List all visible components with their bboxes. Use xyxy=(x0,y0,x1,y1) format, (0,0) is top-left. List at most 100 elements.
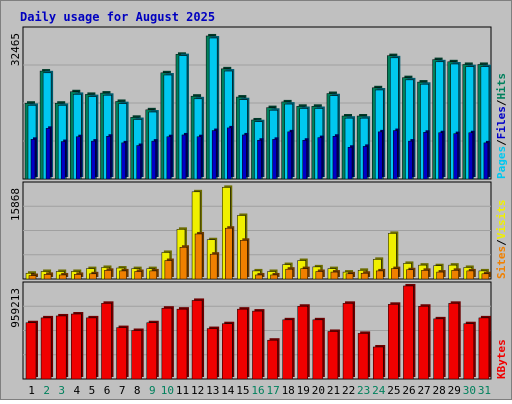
kbytes-bar xyxy=(372,346,384,380)
pages-bar xyxy=(317,137,323,180)
sites-bar xyxy=(164,260,173,280)
pages-bar xyxy=(423,132,428,180)
legend-hits: Hits xyxy=(495,73,508,100)
sites-bar xyxy=(451,270,459,280)
sites-bar xyxy=(149,270,158,280)
sites-bar xyxy=(104,270,112,280)
kbytes-bar xyxy=(252,310,263,380)
pages-bar xyxy=(151,140,157,180)
sites-bar xyxy=(315,271,324,280)
pages-bar xyxy=(76,136,81,180)
kbytes-bar xyxy=(237,308,248,380)
sites-bar xyxy=(58,274,67,280)
pages-bar xyxy=(483,142,489,180)
kbytes-bar xyxy=(191,300,203,380)
kbytes-bar xyxy=(267,339,278,380)
pages-bar xyxy=(393,130,398,180)
sites-bar xyxy=(436,271,444,280)
x-tick-label: 12 xyxy=(191,384,204,397)
kbytes-bar xyxy=(312,319,324,380)
x-tick-label: 20 xyxy=(312,384,325,397)
sites-bar xyxy=(134,271,142,280)
sites-bar xyxy=(179,246,188,280)
pages-bar xyxy=(347,147,353,180)
x-tick-label: 13 xyxy=(206,384,219,397)
legend-pages: Pages xyxy=(495,146,508,179)
pages-bar xyxy=(362,146,368,180)
kbytes-bar xyxy=(327,331,339,380)
pages-bar xyxy=(211,130,217,180)
kbytes-bar xyxy=(71,313,82,380)
sites-bar xyxy=(270,274,278,280)
pages-bar xyxy=(45,128,51,180)
x-tick-label: 8 xyxy=(134,384,141,397)
kbytes-bar xyxy=(478,317,490,380)
kbytes-bar xyxy=(448,303,459,380)
pages-bar xyxy=(30,139,36,180)
pages-bar xyxy=(302,139,307,180)
sites-bar xyxy=(74,274,82,280)
legend-kbytes: KBytes xyxy=(495,339,508,379)
sites-bar xyxy=(255,274,263,280)
x-tick-label: 1 xyxy=(28,384,35,397)
x-tick-label: 17 xyxy=(266,384,279,397)
sites-bar xyxy=(28,275,37,280)
sites-bar xyxy=(300,268,308,280)
sites-bar xyxy=(345,273,354,280)
kbytes-bar xyxy=(463,323,475,380)
pages-bar xyxy=(332,136,338,180)
kbytes-bar xyxy=(418,306,429,380)
x-tick-label: 15 xyxy=(236,384,249,397)
x-tick-label: 14 xyxy=(221,384,235,397)
legend-visits: Visits xyxy=(495,200,508,240)
kbytes-bar xyxy=(131,330,142,380)
kbytes-bar xyxy=(146,322,158,380)
legend-sites: Sites xyxy=(495,246,508,279)
kbytes-bar xyxy=(282,319,293,380)
sites-bar xyxy=(466,270,475,280)
x-tick-label: 26 xyxy=(402,384,415,397)
pages-bar xyxy=(121,142,126,180)
pages-bar xyxy=(257,139,262,180)
legend-separator: / xyxy=(495,139,508,146)
sites-bar-shadow xyxy=(31,273,38,277)
x-tick-label: 25 xyxy=(387,384,400,397)
kbytes-bar xyxy=(297,306,308,380)
x-tick-label: 2 xyxy=(43,384,50,397)
x-tick-label: 10 xyxy=(161,384,174,397)
kbytes-bar xyxy=(86,317,97,380)
x-tick-label: 29 xyxy=(448,384,461,397)
kbytes-bar xyxy=(357,333,369,380)
kbytes-bar xyxy=(161,307,173,380)
kbytes-bar xyxy=(55,315,67,380)
x-tick-label: 21 xyxy=(327,384,340,397)
pages-bar xyxy=(468,132,474,180)
x-tick-label: 28 xyxy=(433,384,446,397)
x-tick-label: 31 xyxy=(478,384,491,397)
pages-bar xyxy=(60,141,66,180)
x-tick-label: 16 xyxy=(251,384,264,397)
sites-bar xyxy=(89,273,97,280)
y-max-label: 32465 xyxy=(9,33,22,66)
legend-3: KBytes xyxy=(495,339,508,379)
kbytes-bar xyxy=(25,322,37,380)
sites-bar xyxy=(360,272,369,280)
x-tick-label: 24 xyxy=(372,384,386,397)
x-tick-label: 5 xyxy=(89,384,96,397)
kbytes-bar xyxy=(222,323,233,380)
sites-bar xyxy=(209,253,218,280)
pages-bar xyxy=(408,140,413,180)
pages-bar xyxy=(242,134,247,180)
sites-bar xyxy=(194,233,203,280)
y-max-label: 959213 xyxy=(9,288,22,328)
sites-bar xyxy=(421,270,429,280)
x-tick-label: 6 xyxy=(104,384,111,397)
sites-bar xyxy=(375,270,384,280)
kbytes-bar xyxy=(342,303,354,380)
y-max-label: 15868 xyxy=(9,188,22,221)
pages-bar xyxy=(136,145,141,180)
sites-bar xyxy=(406,269,414,280)
x-tick-label: 9 xyxy=(149,384,156,397)
